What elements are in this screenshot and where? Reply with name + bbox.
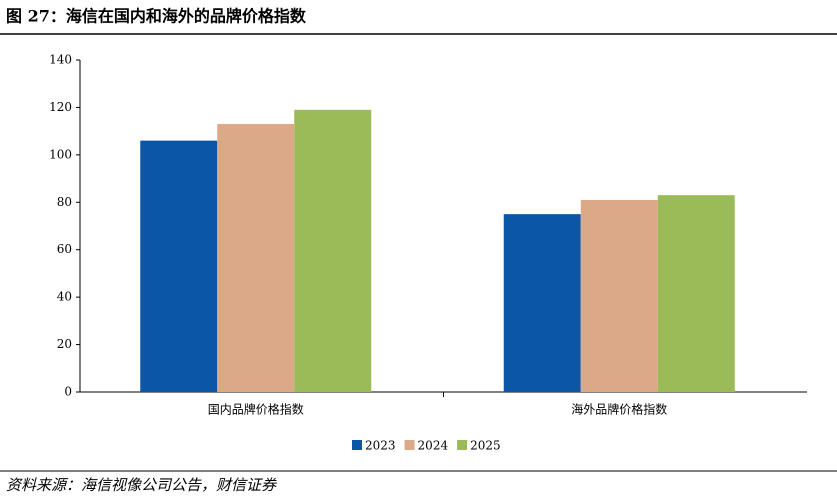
bar [657,195,735,392]
bar [294,109,372,393]
source: 资料来源：海信视像公司公告，财信证券 [6,476,277,494]
y-tick-label: 0 [64,385,72,399]
legend-label: 2025 [470,439,501,453]
legend-swatch [457,440,468,450]
bar [580,199,658,392]
x-tick-label: 国内品牌价格指数 [208,402,304,417]
y-tick-label: 80 [57,195,72,209]
y-tick-label: 40 [57,290,72,304]
legend-swatch [404,440,415,450]
legend-label: 2023 [365,439,396,453]
legend-label: 2024 [418,439,449,453]
y-tick-label: 140 [49,53,72,67]
chart-title: 图 27：海信在国内和海外的品牌价格指数 [6,7,307,26]
bar [140,140,218,392]
legend-swatch [352,440,362,450]
y-tick-label: 120 [49,100,72,114]
y-tick-label: 20 [57,337,72,351]
y-tick-label: 100 [49,147,72,161]
x-tick-label: 海外品牌价格指数 [571,402,667,417]
bar [503,214,581,392]
y-tick-label: 60 [57,242,72,256]
bar [217,124,295,393]
